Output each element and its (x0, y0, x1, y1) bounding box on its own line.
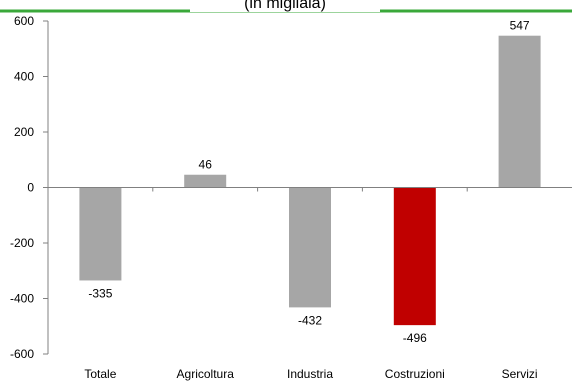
bar-agricoltura (184, 174, 227, 188)
data-label-agricoltura: 46 (199, 158, 213, 172)
y-tick-label: 0 (27, 181, 34, 195)
x-axis: Totale Agricoltura Industria Costruzioni Ser… (48, 187, 572, 381)
y-tick-label: 200 (14, 125, 34, 139)
y-tick-label: -400 (10, 292, 34, 306)
bar-totale (79, 187, 122, 281)
bar-servizi (498, 35, 541, 188)
y-tick-label: 400 (14, 70, 34, 84)
x-tick-label-totale: Totale (84, 367, 116, 381)
x-tick-label-servizi: Servizi (502, 367, 538, 381)
title-mask (190, 0, 380, 12)
data-label-costruzioni: -496 (403, 331, 427, 345)
y-tick-label: 600 (14, 14, 34, 28)
data-labels: -335 46 -432 -496 547 (88, 19, 530, 345)
data-label-industria: -432 (298, 313, 322, 327)
y-tick-label: -200 (10, 236, 34, 250)
data-label-totale: -335 (88, 286, 112, 300)
bar-industria (289, 187, 331, 308)
data-label-servizi: 547 (510, 19, 530, 33)
y-tick-label: -600 (10, 347, 34, 361)
y-axis-ticks: 600 400 200 0 -200 -400 -600 (10, 14, 48, 361)
bars (79, 35, 541, 326)
x-tick-label-agricoltura: Agricoltura (177, 367, 235, 381)
chart-title-fragment: (in migliaia) (244, 0, 326, 12)
x-tick-label-industria: Industria (287, 367, 333, 381)
x-tick-label-costruzioni: Costruzioni (385, 367, 445, 381)
bar-costruzioni (393, 187, 436, 326)
